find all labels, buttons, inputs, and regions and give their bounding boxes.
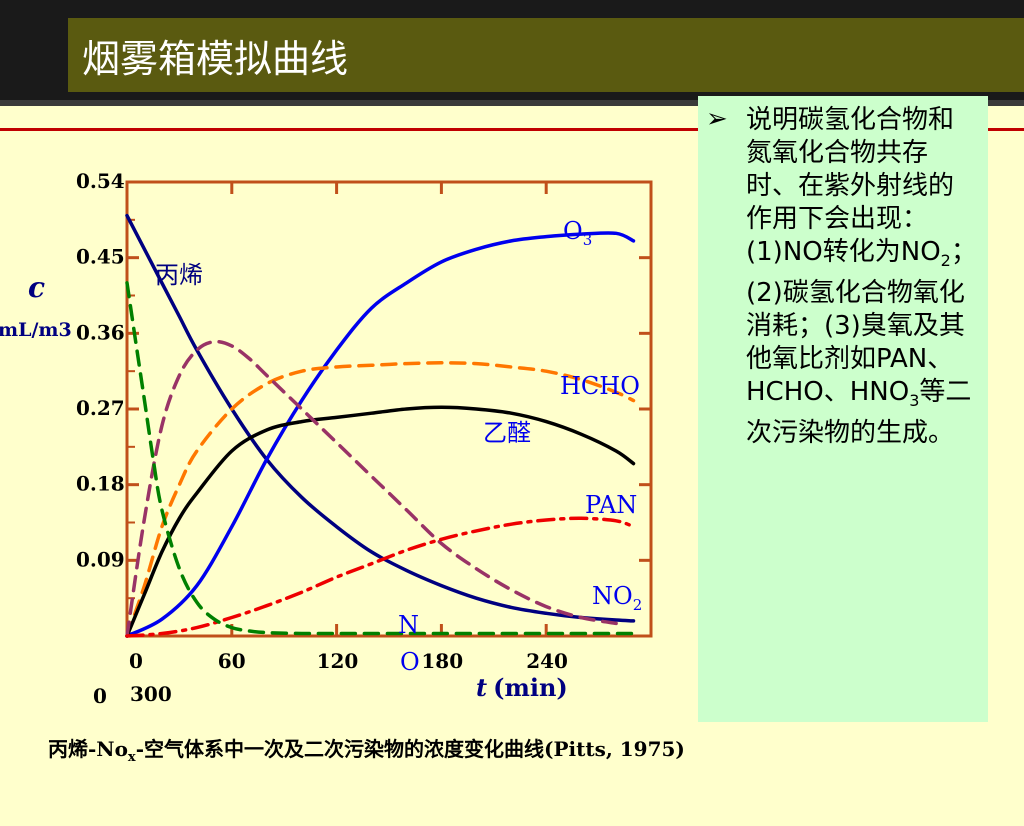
series-line-NO2 xyxy=(125,339,618,638)
series-annotation: N xyxy=(398,611,419,639)
bullet-arrow-icon: ➢ xyxy=(706,104,728,134)
series-annotation: NO2 xyxy=(592,582,642,614)
series-line-乙醛 xyxy=(125,405,636,638)
series-line-丙烯 xyxy=(125,213,636,623)
y-tick-label: 0.54 xyxy=(76,169,125,193)
series-line-HCHO xyxy=(125,361,636,638)
plot-frame xyxy=(125,180,653,638)
y-tick-label: 0.45 xyxy=(76,245,125,269)
y-axis-unit: mL/m3 xyxy=(0,319,72,341)
series-annotation: O xyxy=(400,648,420,676)
x-tick-label: 300 xyxy=(130,682,172,706)
x-tick-label: 0 xyxy=(129,649,143,673)
slide-title-box: 烟雾箱模拟曲线 xyxy=(68,18,1024,92)
series-line-O3 xyxy=(125,231,636,638)
series-annotation: 丙烯 xyxy=(155,261,203,289)
series-annotation: 乙醛 xyxy=(483,419,531,447)
slide-title: 烟雾箱模拟曲线 xyxy=(82,36,349,81)
y-tick-label: 0 xyxy=(93,684,107,708)
divider-bar xyxy=(0,100,1024,106)
series-line-NO xyxy=(125,281,636,636)
x-axis-label: t (min) xyxy=(476,673,568,702)
x-tick-label: 180 xyxy=(421,649,463,673)
x-tick-label: 60 xyxy=(218,649,246,673)
x-tick-label: 240 xyxy=(526,649,568,673)
y-axis-label: c xyxy=(28,271,45,304)
explanation-text: 说明碳氢化合物和氮氧化合物共存时、在紫外射线的作用下会出现：(1)NO转化为NO… xyxy=(746,105,977,449)
series-annotation: O3 xyxy=(563,217,592,249)
series-line-PAN xyxy=(125,516,636,638)
y-tick-label: 0.27 xyxy=(76,396,125,420)
red-divider-line xyxy=(0,128,1024,131)
concentration-chart: c mL/m3 t (min) 0 0.09 0.18 0.27 0.36 0.45 0.54… xyxy=(0,169,653,708)
series-annotation: PAN xyxy=(585,491,637,519)
figure-caption: 丙烯-Nox-空气体系中一次及二次污染物的浓度变化曲线(Pitts, 1975) xyxy=(48,737,685,765)
x-tick-label: 120 xyxy=(317,649,359,673)
y-tick-label: 0.36 xyxy=(76,320,125,344)
plot-area: 0 0.09 0.18 0.27 0.36 0.45 0.54 0 60 120 180 240 300… xyxy=(76,169,653,708)
y-tick-label: 0.09 xyxy=(76,547,125,571)
explanation-box: ➢ 说明碳氢化合物和氮氧化合物共存时、在紫外射线的作用下会出现：(1)NO转化为… xyxy=(698,96,988,722)
series-annotation: HCHO xyxy=(560,372,640,400)
y-tick-label: 0.18 xyxy=(76,472,125,496)
